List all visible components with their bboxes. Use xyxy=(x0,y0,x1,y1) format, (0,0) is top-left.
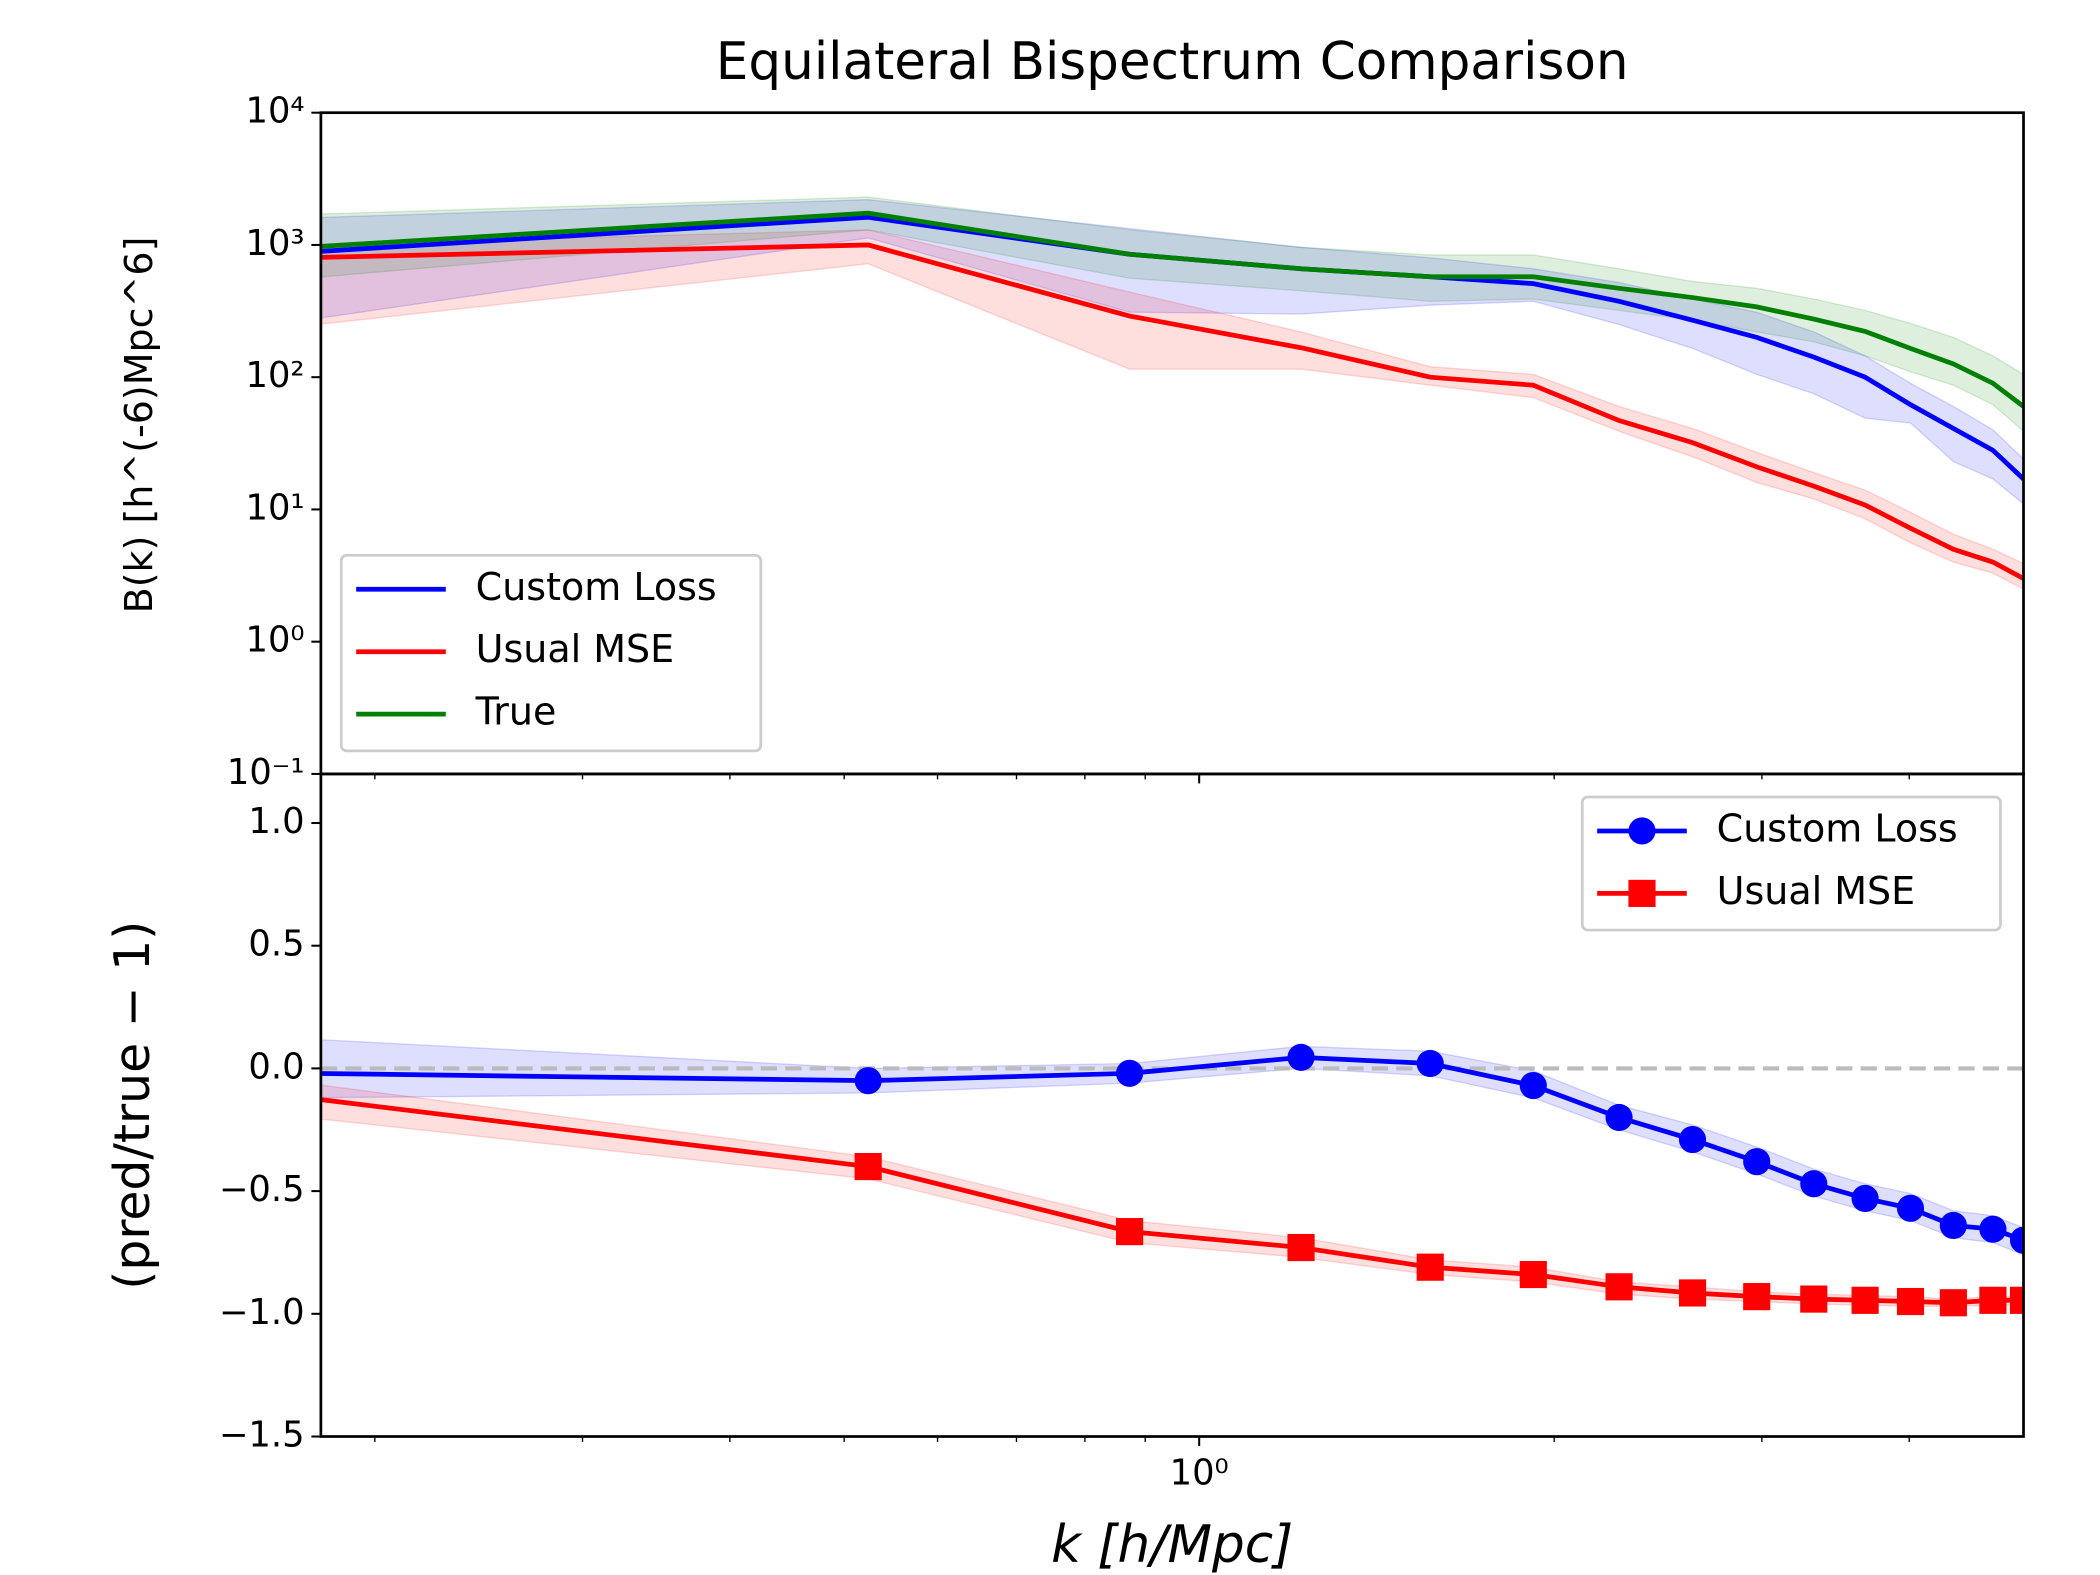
y-tick-label: 0.5 xyxy=(248,924,304,965)
marker xyxy=(293,1084,320,1111)
marker xyxy=(1743,1283,1771,1311)
marker xyxy=(854,1152,882,1181)
legend-label: Usual MSE xyxy=(1717,869,1916,913)
marker xyxy=(1416,1253,1444,1281)
legend-label: Custom Loss xyxy=(1717,806,1958,850)
y-tick-label: 10⁴ xyxy=(246,91,305,132)
y-tick-label: 10² xyxy=(246,355,305,396)
marker xyxy=(1519,1072,1547,1100)
marker xyxy=(1678,1125,1707,1154)
marker xyxy=(1851,1184,1879,1213)
marker xyxy=(1743,1148,1771,1176)
plot-area xyxy=(293,1039,2024,1317)
marker xyxy=(1287,1233,1315,1262)
y-tick-label: 1.0 xyxy=(248,801,304,842)
error-band xyxy=(320,196,2024,433)
legend-label: Usual MSE xyxy=(476,627,675,671)
x-tick-label: 10⁰ xyxy=(1170,1453,1229,1494)
y-tick-label: −0.5 xyxy=(219,1169,305,1210)
marker xyxy=(1896,1287,1925,1316)
marker xyxy=(1416,1049,1444,1078)
y-tick-label: −1.0 xyxy=(219,1292,305,1333)
plot-area xyxy=(320,196,2024,590)
series-line xyxy=(320,242,2024,581)
y-tick-label: 10³ xyxy=(246,223,305,264)
marker xyxy=(1287,1043,1315,1071)
y-tick-label: −1.5 xyxy=(219,1415,305,1456)
marker xyxy=(1851,1286,1879,1314)
marker xyxy=(1628,879,1656,907)
marker xyxy=(1628,817,1656,845)
marker xyxy=(1605,1273,1633,1301)
axes-frame xyxy=(319,772,2025,1438)
error-band xyxy=(320,198,2024,505)
chart-title: Equilateral Bispectrum Comparison xyxy=(716,32,1629,92)
error-band xyxy=(320,1084,2024,1308)
marker xyxy=(1939,1289,1967,1317)
marker xyxy=(2009,1286,2024,1314)
series-line xyxy=(320,1097,2024,1306)
marker xyxy=(1800,1170,1828,1198)
marker xyxy=(1519,1260,1547,1289)
marker xyxy=(2009,1226,2024,1254)
legend-label: True xyxy=(475,690,557,734)
marker xyxy=(1979,1215,2007,1243)
y-tick-label: 10⁻¹ xyxy=(227,752,305,793)
marker xyxy=(1116,1218,1144,1246)
marker xyxy=(1605,1103,1633,1132)
series-line xyxy=(320,210,2024,409)
marker xyxy=(1678,1279,1707,1307)
y-tick-label: 10¹ xyxy=(246,487,305,528)
legend-label: Custom Loss xyxy=(476,565,717,609)
y-axis-label: (pred/true − 1) xyxy=(104,921,161,1290)
marker xyxy=(1116,1059,1144,1087)
y-tick-label: 10⁰ xyxy=(246,620,305,661)
marker xyxy=(1800,1285,1828,1313)
marker xyxy=(1939,1211,1967,1240)
marker xyxy=(854,1067,882,1095)
marker xyxy=(1979,1286,2007,1314)
legend-box xyxy=(339,553,763,753)
x-axis-label: k [h/Mpc] xyxy=(1051,1515,1293,1575)
y-tick-label: 0.0 xyxy=(248,1046,304,1087)
error-band xyxy=(320,229,2024,590)
y-axis-label: B(k) [h^(-6)Mpc^6] xyxy=(117,237,161,614)
marker xyxy=(1896,1194,1925,1222)
